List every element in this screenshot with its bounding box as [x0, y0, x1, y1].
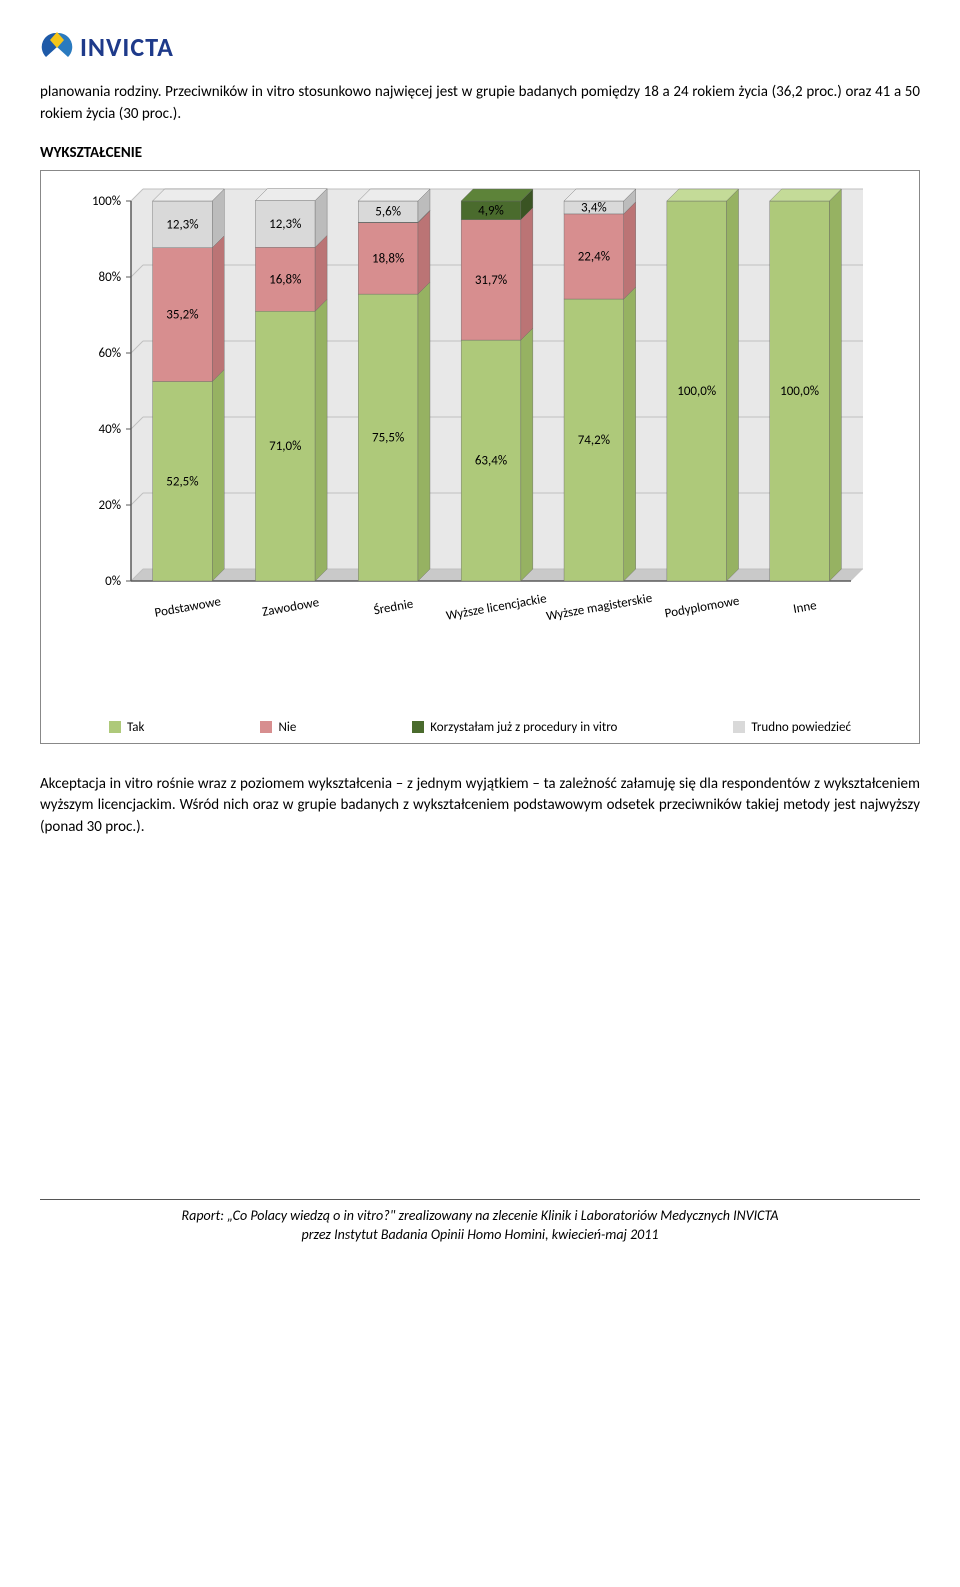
logo: INVICTA: [40, 30, 920, 64]
svg-text:40%: 40%: [99, 422, 121, 437]
svg-text:31,7%: 31,7%: [475, 272, 507, 287]
svg-text:18,8%: 18,8%: [372, 251, 404, 266]
svg-text:Podstawowe: Podstawowe: [154, 594, 223, 620]
legend-label: Korzystałam już z procedury in vitro: [430, 720, 617, 735]
section-heading: WYKSZTAŁCENIE: [40, 144, 920, 162]
svg-text:80%: 80%: [99, 270, 121, 285]
chart-legend: Tak Nie Korzystałam już z procedury in vit…: [51, 720, 909, 735]
svg-text:Inne: Inne: [792, 598, 818, 617]
svg-text:Wyższe magisterskie: Wyższe magisterskie: [545, 590, 653, 623]
legend-label: Tak: [127, 720, 144, 735]
svg-text:35,2%: 35,2%: [166, 307, 198, 322]
footer-divider: [40, 1199, 920, 1200]
svg-text:Zawodowe: Zawodowe: [261, 595, 320, 620]
footer-line-1: Raport: „Co Polacy wiedzą o in vitro?" z…: [40, 1206, 920, 1226]
svg-text:100,0%: 100,0%: [677, 384, 716, 399]
legend-swatch: [412, 721, 424, 733]
legend-swatch: [109, 721, 121, 733]
svg-text:16,8%: 16,8%: [269, 272, 301, 287]
svg-text:0%: 0%: [105, 574, 121, 589]
svg-text:Średnie: Średnie: [373, 596, 415, 618]
report-footer: Raport: „Co Polacy wiedzą o in vitro?" z…: [40, 1206, 920, 1245]
svg-text:Wyższe licencjackie: Wyższe licencjackie: [445, 591, 548, 623]
legend-item: Trudno powiedzieć: [733, 720, 851, 735]
legend-swatch: [733, 721, 745, 733]
svg-text:5,6%: 5,6%: [375, 204, 401, 219]
footer-line-2: przez Instytut Badania Opinii Homo Homin…: [40, 1225, 920, 1245]
svg-text:12,3%: 12,3%: [166, 217, 198, 232]
svg-text:74,2%: 74,2%: [578, 433, 610, 448]
legend-item: Korzystałam już z procedury in vitro: [412, 720, 617, 735]
svg-text:75,5%: 75,5%: [372, 430, 404, 445]
svg-text:60%: 60%: [99, 346, 121, 361]
legend-label: Nie: [278, 720, 296, 735]
legend-swatch: [260, 721, 272, 733]
svg-text:12,3%: 12,3%: [269, 216, 301, 231]
analysis-paragraph: Akceptacja in vitro rośnie wraz z poziom…: [40, 774, 920, 839]
chart-container: 0% 20% 40% 60% 80% 100% 52,5% 35,2% 12,3% 71,0% 16…: [40, 170, 920, 744]
svg-text:3,4%: 3,4%: [581, 200, 607, 215]
svg-text:100,0%: 100,0%: [780, 384, 819, 399]
svg-text:52,5%: 52,5%: [166, 474, 198, 489]
svg-text:20%: 20%: [99, 498, 121, 513]
stacked-bar-chart: 0% 20% 40% 60% 80% 100% 52,5% 35,2% 12,3% 71,0% 16…: [51, 181, 871, 701]
svg-text:Podyplomowe: Podyplomowe: [664, 593, 741, 621]
intro-paragraph: planowania rodziny. Przeciwników in vitr…: [40, 82, 920, 126]
legend-item: Tak: [109, 720, 144, 735]
svg-text:71,0%: 71,0%: [269, 439, 301, 454]
svg-text:22,4%: 22,4%: [578, 249, 610, 264]
svg-text:4,9%: 4,9%: [478, 203, 504, 218]
svg-text:63,4%: 63,4%: [475, 453, 507, 468]
legend-item: Nie: [260, 720, 296, 735]
logo-text: INVICTA: [80, 31, 174, 63]
legend-label: Trudno powiedzieć: [751, 720, 851, 735]
svg-text:100%: 100%: [92, 194, 121, 209]
logo-icon: [40, 30, 74, 64]
